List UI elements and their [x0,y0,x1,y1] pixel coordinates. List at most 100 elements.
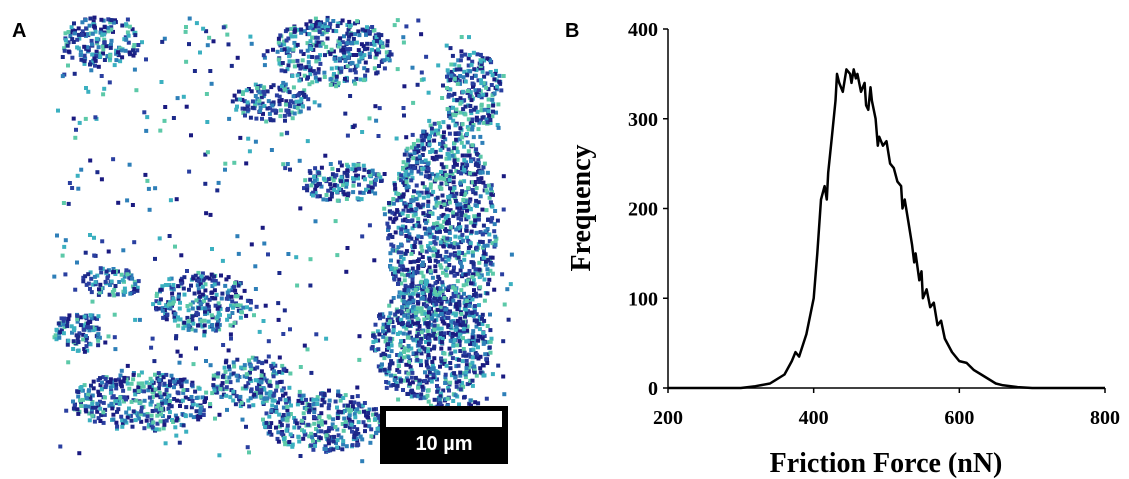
map-pixel [357,33,361,37]
y-axis-label: Frequency [566,144,597,271]
map-pixel [142,110,146,114]
map-pixel [287,54,291,58]
map-pixel [254,117,258,121]
map-pixel [152,359,156,363]
map-pixel [385,386,389,390]
map-pixel [324,337,328,341]
map-pixel [321,197,325,201]
map-pixel [386,325,390,329]
map-pixel [448,381,452,385]
map-pixel [320,403,324,407]
map-pixel [402,300,406,304]
map-pixel [387,304,391,308]
map-pixel [426,289,430,293]
map-pixel [395,137,399,141]
map-pixel [436,63,440,67]
map-pixel [218,413,222,417]
map-pixel [438,263,442,267]
map-pixel [262,319,266,323]
map-pixel [329,77,333,81]
map-pixel [67,317,71,321]
map-pixel [185,380,189,384]
map-pixel [155,294,159,298]
map-pixel [133,68,137,72]
map-pixel [346,192,350,196]
map-pixel [437,216,441,220]
map-pixel [424,221,428,225]
map-pixel [191,314,195,318]
map-pixel [356,394,360,398]
map-pixel [368,441,372,445]
map-pixel [327,406,331,410]
map-pixel [118,396,122,400]
map-pixel [466,186,470,190]
map-pixel [292,85,296,89]
map-pixel [283,166,287,170]
map-pixel [312,422,316,426]
map-pixel [447,389,451,393]
map-pixel [334,400,338,404]
map-pixel [259,379,263,383]
map-pixel [236,294,240,298]
map-pixel [230,295,234,299]
map-pixel [417,379,421,383]
map-pixel [458,181,462,185]
map-pixel [364,61,368,65]
map-pixel [432,254,436,258]
map-pixel [92,57,96,61]
map-pixel [167,277,171,281]
map-pixel [133,389,137,393]
map-pixel [452,165,456,169]
map-pixel [197,290,201,294]
map-pixel [281,394,285,398]
map-pixel [175,197,179,201]
map-pixel [456,216,460,220]
map-pixel [346,56,350,60]
map-pixel [120,273,124,277]
map-pixel [201,293,205,297]
map-pixel [73,72,77,76]
map-pixel [335,445,339,449]
map-pixel [469,281,473,285]
map-pixel [61,74,65,78]
map-pixel [195,298,199,302]
map-pixel [295,284,299,288]
map-pixel [462,292,466,296]
map-pixel [432,345,436,349]
map-pixel [404,163,408,167]
map-pixel [312,175,316,179]
map-pixel [84,251,88,255]
map-pixel [449,169,453,173]
map-pixel [505,287,509,291]
map-pixel [159,288,163,292]
map-pixel [254,287,258,291]
map-pixel [387,346,391,350]
map-pixel [465,209,469,213]
map-pixel [492,77,496,81]
map-pixel [385,50,389,54]
map-pixel [458,67,462,71]
map-pixel [217,181,221,185]
map-pixel [119,415,123,419]
map-pixel [421,130,425,134]
map-pixel [144,129,148,133]
map-pixel [269,409,273,413]
map-pixel [452,186,456,190]
map-pixel [416,386,420,390]
map-pixel [388,311,392,315]
map-pixel [293,112,297,116]
map-pixel [73,288,77,292]
map-pixel [235,234,239,238]
map-pixel [297,440,301,444]
map-pixel [309,257,313,261]
map-pixel [105,270,109,274]
map-pixel [410,284,414,288]
map-pixel [383,58,387,62]
map-pixel [315,402,319,406]
map-pixel [401,388,405,392]
map-pixel [272,83,276,87]
map-pixel [301,437,305,441]
map-pixel [423,379,427,383]
map-pixel [273,109,277,113]
map-pixel [94,280,98,284]
